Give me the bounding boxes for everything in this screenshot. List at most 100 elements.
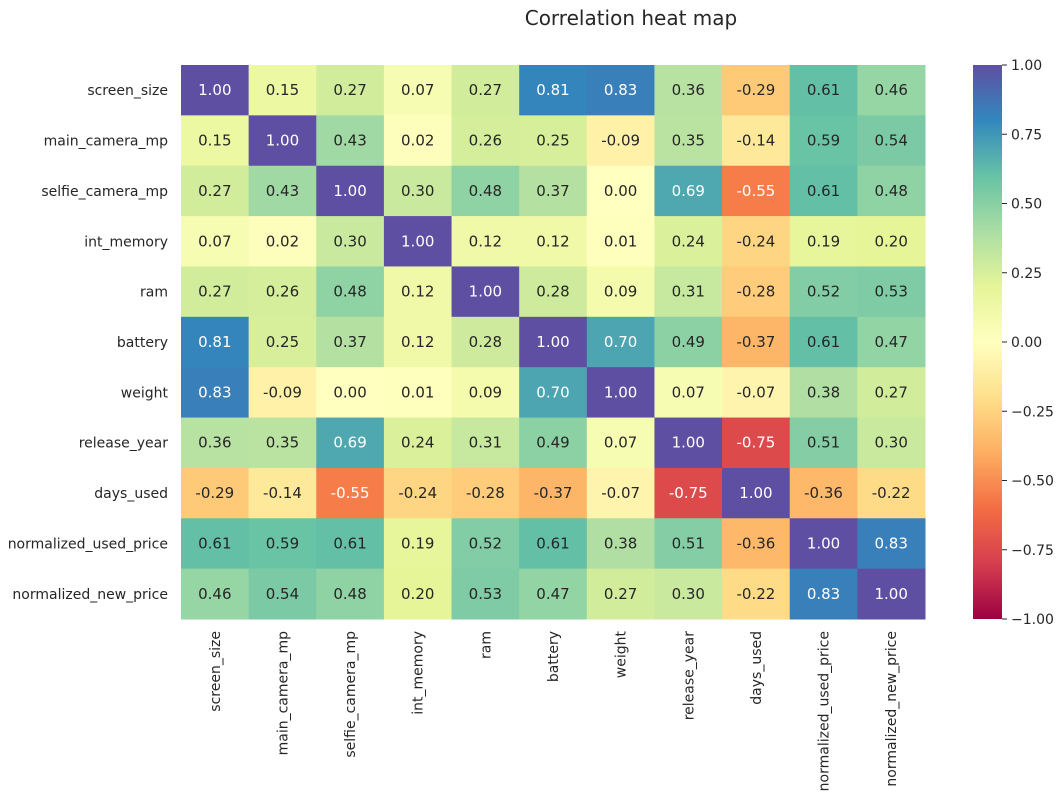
heatmap-cell: [586, 467, 655, 519]
cell-value-label: -0.29: [737, 81, 776, 99]
cell-value-label: 0.00: [333, 383, 366, 401]
colorbar-tick-label: 1.00: [1011, 58, 1042, 74]
colorbar-tick-label: 0.75: [1011, 127, 1042, 143]
cell-value-label: 0.49: [672, 333, 705, 351]
cell-value-label: 0.12: [401, 333, 434, 351]
heatmap-cell: [857, 216, 926, 267]
heatmap-cell: [722, 266, 791, 318]
cell-value-label: 0.38: [604, 534, 637, 552]
heatmap-cell: [789, 467, 858, 519]
heatmap-cell: [586, 115, 655, 167]
heatmap-cell: [519, 367, 588, 419]
cell-value-label: 0.61: [333, 534, 366, 552]
heatmap-cell: [316, 115, 385, 167]
heatmap-cell: [857, 417, 926, 469]
cell-value-label: 0.35: [266, 434, 299, 452]
cell-value-label: 0.01: [604, 232, 637, 250]
cell-value-label: 0.15: [198, 132, 231, 150]
heatmap-cell: [722, 568, 791, 620]
heatmap-cell: [857, 165, 926, 217]
x-tick-label: release_year: [681, 631, 697, 721]
heatmap-cell: [248, 65, 317, 116]
heatmap-cell: [248, 518, 317, 570]
heatmap-cell: [383, 316, 453, 368]
cell-value-label: -0.55: [737, 182, 776, 200]
cell-value-label: 0.19: [401, 534, 434, 552]
heatmap-cell: [181, 518, 250, 570]
cell-value-label: -0.24: [737, 232, 776, 250]
cell-value-label: 1.00: [469, 283, 502, 301]
heatmap-cell: [722, 417, 791, 469]
heatmap-cell: [248, 316, 317, 368]
cell-value-label: -0.28: [737, 283, 776, 301]
heatmap-cell: [722, 216, 791, 267]
cell-value-label: 0.27: [198, 182, 231, 200]
cell-value-label: -0.37: [737, 333, 776, 351]
heatmap-cell: [451, 367, 520, 419]
heatmap-cell: [519, 417, 588, 469]
heatmap-cell: [181, 467, 250, 519]
cell-value-label: 0.28: [536, 283, 569, 301]
cell-value-label: 0.02: [266, 232, 299, 250]
heatmap-cell: [181, 216, 250, 267]
heatmap-cell: [654, 467, 723, 519]
x-tick-label: int_memory: [411, 631, 427, 715]
x-tick-label: battery: [546, 631, 562, 682]
colorbar-tick-label: −0.75: [1011, 543, 1054, 559]
heatmap-cell: [857, 467, 926, 519]
cell-value-label: 1.00: [807, 534, 840, 552]
heatmap-cell: [383, 367, 453, 419]
cell-value-label: 0.09: [469, 383, 502, 401]
cell-value-label: -0.09: [601, 132, 640, 150]
colorbar-tick-label: 0.25: [1011, 266, 1042, 282]
heatmap-cell: [316, 165, 385, 217]
heatmap-cell: [316, 417, 385, 469]
cell-value-label: -0.29: [195, 484, 234, 502]
heatmap-cell: [316, 467, 385, 519]
heatmap-cell: [654, 216, 723, 267]
cell-value-label: 1.00: [739, 484, 772, 502]
cell-value-label: 0.61: [536, 534, 569, 552]
cell-value-label: 0.25: [266, 333, 299, 351]
cell-value-label: 0.27: [333, 81, 366, 99]
cell-value-label: -0.75: [669, 484, 708, 502]
y-tick-label: days_used: [94, 486, 168, 502]
cell-value-label: 0.30: [874, 434, 907, 452]
cell-value-label: 0.27: [874, 383, 907, 401]
y-tick-label: release_year: [79, 436, 169, 452]
x-tick-label: days_used: [749, 631, 765, 705]
heatmap-cell: [316, 518, 385, 570]
heatmap-cell: [586, 568, 655, 620]
y-tick-label: normalized_used_price: [8, 536, 168, 552]
heatmap-cell: [451, 467, 520, 519]
heatmap-cell: [451, 568, 520, 620]
heatmap-cell: [451, 266, 520, 318]
heatmap-cell: [586, 165, 655, 217]
heatmap-cell: [316, 568, 385, 620]
cell-value-label: 0.54: [266, 585, 299, 603]
cell-value-label: 0.00: [604, 182, 637, 200]
heatmap-cell: [789, 417, 858, 469]
x-tick-label: screen_size: [208, 631, 224, 712]
cell-value-label: -0.09: [263, 383, 302, 401]
heatmap-cell: [383, 568, 453, 620]
cell-value-label: 0.70: [536, 383, 569, 401]
colorbar-tick-label: 0.00: [1011, 335, 1042, 351]
heatmap-cell: [181, 65, 250, 116]
x-tick-label: weight: [614, 630, 630, 678]
heatmap-cell: [654, 316, 723, 368]
heatmap-cell: [789, 367, 858, 419]
heatmap-cell: [248, 467, 317, 519]
cell-value-label: 0.53: [469, 585, 502, 603]
heatmap-cell: [451, 316, 520, 368]
heatmap-cell: [248, 266, 317, 318]
colorbar-tick-label: −0.50: [1011, 474, 1054, 490]
heatmap-cell: [248, 367, 317, 419]
heatmap-cell: [383, 417, 453, 469]
cell-value-label: -0.07: [601, 484, 640, 502]
cell-value-label: 0.30: [401, 182, 434, 200]
cell-value-label: -0.28: [466, 484, 505, 502]
cell-value-label: 0.38: [807, 383, 840, 401]
cell-value-label: 1.00: [874, 585, 907, 603]
